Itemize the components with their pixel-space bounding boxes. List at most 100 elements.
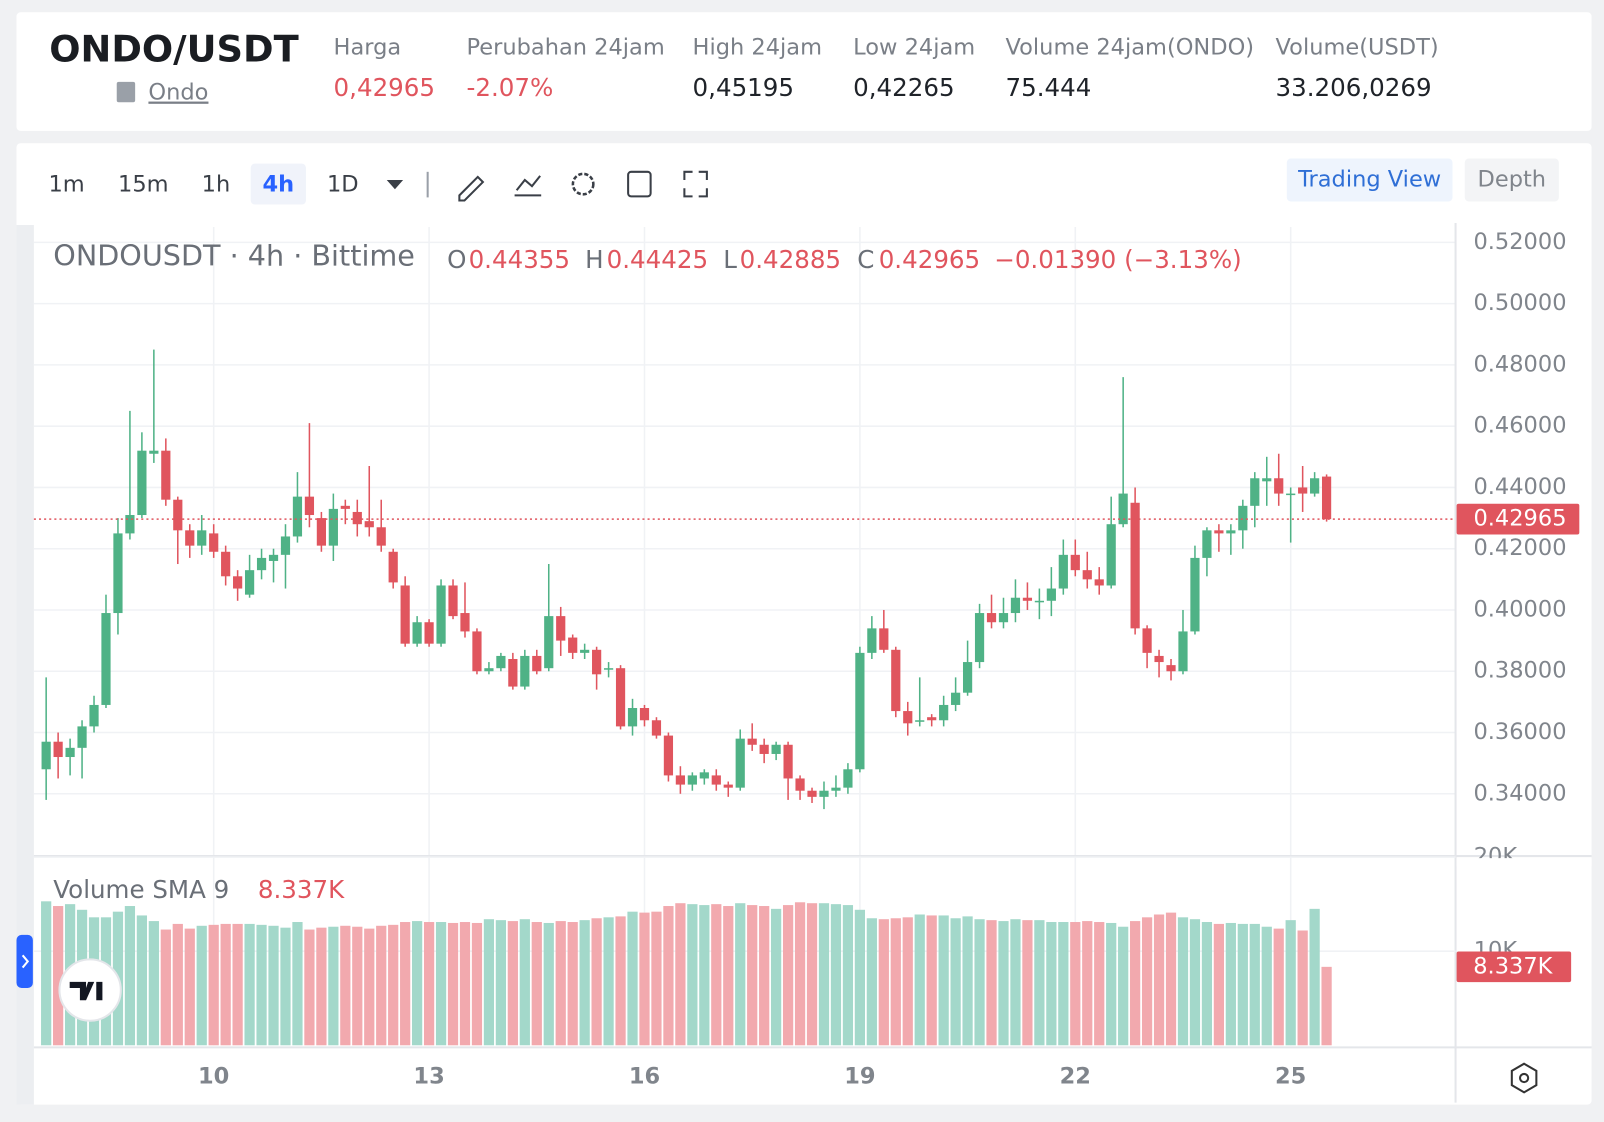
candle-body xyxy=(783,744,793,779)
interval-button[interactable]: 15m xyxy=(118,172,169,198)
volume-axis-mask xyxy=(1456,858,1592,867)
candle-body xyxy=(927,717,937,721)
interval-button[interactable]: 1D xyxy=(327,172,359,198)
settings-icon[interactable] xyxy=(1510,1062,1538,1094)
candle-body xyxy=(1094,579,1104,586)
interval-button[interactable]: 1h xyxy=(202,172,231,198)
volume-bar xyxy=(759,906,770,1046)
candle-body xyxy=(544,616,554,669)
stat-label: High 24jam xyxy=(693,35,822,61)
coin-link[interactable]: Ondo xyxy=(148,80,208,106)
candle-body xyxy=(939,704,949,721)
candle-body xyxy=(1070,554,1080,571)
volume-bar xyxy=(1058,922,1069,1046)
volume-legend-value: 8.337K xyxy=(258,875,345,904)
stat-value: 0,42265 xyxy=(853,73,954,102)
volume-bar xyxy=(1141,917,1153,1046)
candle-body xyxy=(735,738,745,788)
indicator-icon[interactable] xyxy=(514,175,542,197)
y-tick-label: 0.38000 xyxy=(1473,658,1566,684)
volume-bar xyxy=(579,920,590,1046)
stat-value: -2.07% xyxy=(467,73,554,102)
candle-body xyxy=(699,772,709,779)
stat-label: Harga xyxy=(334,35,402,61)
candle-body xyxy=(807,790,817,797)
interval-button[interactable]: 4h xyxy=(262,172,294,198)
volume-bar xyxy=(471,922,483,1046)
volume-bar xyxy=(1261,926,1272,1046)
volume-bar xyxy=(1046,922,1057,1046)
volume-bar xyxy=(914,914,925,1046)
volume-bar xyxy=(1309,908,1320,1046)
candle-body xyxy=(101,613,111,705)
candle-body xyxy=(747,738,757,745)
x-tick-label: 10 xyxy=(198,1063,229,1089)
stat-value: 33.206,0269 xyxy=(1276,73,1432,102)
ohlc-value: 0.42965 xyxy=(879,245,980,274)
candle-body xyxy=(663,735,674,776)
ohlc-value: 0.42885 xyxy=(740,245,841,274)
candle-body xyxy=(603,668,614,670)
volume-bar xyxy=(699,905,710,1046)
candle-body xyxy=(280,536,291,555)
candle-body xyxy=(53,741,63,758)
candle-body xyxy=(328,508,338,546)
volume-bar xyxy=(148,921,159,1046)
candle-body xyxy=(508,658,518,687)
volume-bar xyxy=(878,919,889,1046)
candle-body xyxy=(1286,493,1296,496)
candle-body xyxy=(556,616,566,641)
y-tick-label: 0.52000 xyxy=(1473,229,1566,255)
view-button[interactable]: Depth xyxy=(1478,167,1547,193)
candle-body xyxy=(962,662,973,693)
volume-bar xyxy=(1297,930,1308,1046)
candle-body xyxy=(173,499,183,531)
volume-bar xyxy=(244,923,255,1046)
candle-body xyxy=(627,708,638,727)
volume-bar xyxy=(950,918,961,1046)
sidebar-toggle[interactable] xyxy=(16,934,33,989)
save-icon[interactable] xyxy=(627,170,652,198)
volume-bar xyxy=(1285,920,1296,1046)
candle-body xyxy=(831,787,841,791)
volume-bar xyxy=(495,920,507,1046)
candle-body xyxy=(221,551,231,577)
volume-tag-label: 8.337K xyxy=(1473,953,1553,979)
volume-bar xyxy=(1106,922,1117,1046)
x-tick-label: 13 xyxy=(413,1063,444,1089)
candle-body xyxy=(1321,476,1332,520)
volume-bar xyxy=(567,922,578,1046)
candle-body xyxy=(77,726,87,748)
volume-bar xyxy=(423,922,435,1046)
volume-bar xyxy=(1010,919,1021,1046)
draw-icon[interactable] xyxy=(458,175,485,202)
candle-body xyxy=(244,570,255,595)
volume-bar xyxy=(1118,926,1129,1046)
ohlc-letter: L xyxy=(723,245,737,274)
volume-bar xyxy=(962,916,973,1046)
volume-bar xyxy=(292,922,303,1046)
dropdown-caret[interactable] xyxy=(386,180,404,190)
candle-body xyxy=(532,655,542,672)
candle-body xyxy=(268,554,279,561)
volume-bar xyxy=(902,917,913,1046)
candle-body xyxy=(388,551,398,583)
volume-bar xyxy=(136,915,148,1046)
candle-body xyxy=(496,655,506,669)
stat-label: Perubahan 24jam xyxy=(467,35,665,61)
volume-bar xyxy=(53,906,64,1046)
settings-gear[interactable] xyxy=(571,172,595,196)
candle-body xyxy=(185,530,195,546)
fullscreen-icon[interactable] xyxy=(683,170,708,198)
y-tick-label: 0.44000 xyxy=(1473,474,1566,500)
candle-body xyxy=(615,668,626,727)
view-button[interactable]: Trading View xyxy=(1297,167,1441,193)
candle-body xyxy=(149,450,159,454)
candle-body xyxy=(1190,557,1200,632)
candle-body xyxy=(89,704,99,727)
candles xyxy=(41,349,1332,810)
volume-bar xyxy=(1022,920,1033,1046)
volume-bar xyxy=(304,929,315,1046)
interval-button[interactable]: 1m xyxy=(48,172,84,198)
